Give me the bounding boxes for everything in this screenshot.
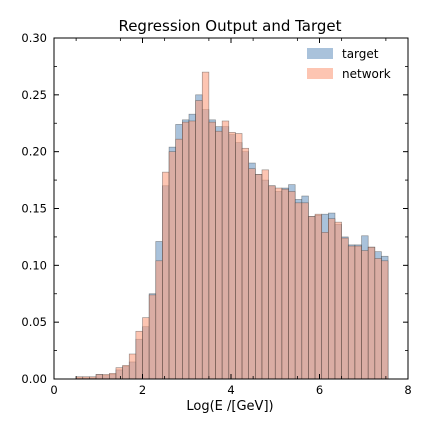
network-bar	[347, 245, 356, 380]
legend: target network	[307, 47, 391, 81]
x-tick-label: 8	[404, 383, 411, 397]
network-bar	[135, 330, 143, 380]
network-bar	[215, 130, 223, 380]
network-bar	[274, 187, 283, 380]
y-tick-label: 0.10	[21, 258, 47, 272]
y-tick-label: 0.25	[21, 88, 47, 102]
network-bar	[381, 260, 389, 380]
y-tick-label: 0.00	[21, 372, 47, 386]
network-bar	[122, 365, 130, 380]
network-bar	[235, 133, 243, 380]
network-bar	[228, 132, 236, 380]
network-bar	[201, 71, 210, 380]
chart-title: Regression Output and Target	[118, 17, 341, 35]
network-bar	[341, 237, 349, 380]
network-bar	[175, 138, 183, 380]
network-bar	[281, 188, 289, 380]
network-bar	[301, 202, 309, 380]
network-bar	[288, 191, 296, 380]
x-tick-label: 4	[227, 383, 234, 397]
network-bar	[168, 151, 176, 380]
x-axis: 0 2 4 6 8	[50, 38, 412, 397]
network-bar	[182, 121, 190, 380]
legend-swatch-target	[307, 48, 333, 59]
network-bar	[188, 120, 196, 380]
network-bar	[148, 294, 157, 380]
legend-swatch-network	[307, 68, 333, 79]
network-bar	[334, 221, 342, 380]
network-bar	[109, 373, 117, 380]
network-bar	[321, 232, 329, 380]
network-bars	[75, 71, 389, 380]
x-tick-label: 0	[50, 383, 57, 397]
network-bar	[314, 213, 323, 380]
y-tick-label: 0.30	[21, 31, 47, 45]
network-bar	[328, 218, 336, 380]
network-bar	[294, 202, 303, 380]
network-bar	[248, 168, 256, 380]
network-bar	[241, 147, 249, 380]
y-tick-label: 0.15	[21, 202, 47, 216]
network-bar	[208, 121, 216, 380]
network-bar	[95, 374, 103, 380]
legend-label-target: target	[342, 47, 379, 61]
network-bar	[128, 353, 137, 380]
legend-label-network: network	[342, 67, 391, 81]
network-bar	[367, 246, 376, 380]
network-bar	[155, 260, 163, 380]
y-tick-label: 0.05	[21, 315, 47, 329]
network-bar	[354, 245, 362, 380]
network-bar	[162, 171, 170, 380]
y-tick-label: 0.20	[21, 145, 47, 159]
network-bar	[221, 120, 230, 380]
network-bar	[374, 258, 382, 380]
network-bar	[142, 317, 150, 380]
network-bar	[308, 216, 316, 380]
network-bar	[361, 250, 369, 380]
network-bar	[115, 367, 123, 380]
network-bar	[195, 100, 203, 380]
y-axis: 0.00 0.05 0.10 0.15 0.20 0.25 0.30	[21, 31, 408, 386]
network-bar	[102, 374, 110, 380]
x-tick-label: 6	[316, 383, 323, 397]
x-axis-label: Log(E /[GeV])	[186, 399, 273, 414]
network-bar	[255, 174, 263, 380]
x-tick-label: 2	[139, 383, 146, 397]
network-bar	[261, 169, 269, 380]
network-bar	[268, 185, 276, 380]
